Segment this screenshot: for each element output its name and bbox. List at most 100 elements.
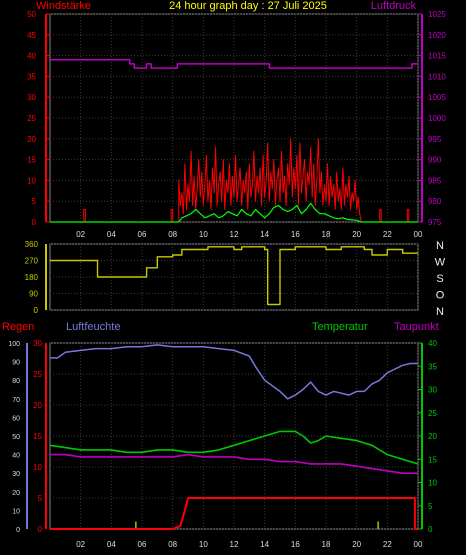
climate-x-tick-label: 02 [76, 540, 85, 549]
wind-y-tick-label: 35 [27, 72, 36, 81]
rain-y-tick-label: 10 [33, 463, 42, 472]
humidity-y-tick-label: 100 [8, 341, 20, 348]
wind-x-tick-label: 06 [138, 230, 147, 239]
wind-x-tick-label: 02 [76, 230, 85, 239]
pressure-y-tick-label: 990 [428, 156, 442, 165]
climate-x-tick-label: 04 [107, 540, 116, 549]
climate-x-tick-label: 00 [414, 540, 423, 549]
rain-y-tick-label: 20 [33, 401, 42, 410]
wind-y-tick-label: 15 [27, 156, 36, 165]
wind-y-tick-label: 25 [27, 114, 36, 123]
humidity-y-tick-label: 30 [12, 471, 20, 478]
regen-label: Regen [2, 321, 34, 333]
wind-y-tick-label: 40 [27, 52, 36, 61]
direction-compass-label: N [436, 240, 444, 252]
climate-x-tick-label: 10 [199, 540, 208, 549]
temp-y-tick-label: 35 [428, 362, 437, 371]
luftdruck-label: Luftdruck [371, 0, 417, 12]
climate-x-tick-label: 20 [352, 540, 361, 549]
pressure-y-tick-label: 1020 [428, 31, 446, 40]
wind-x-tick-label: 22 [383, 230, 392, 239]
rain-y-tick-label: 25 [33, 370, 42, 379]
direction-y-tick-label: 180 [25, 273, 39, 282]
wind-x-tick-label: 10 [199, 230, 208, 239]
pressure-y-tick-label: 985 [428, 176, 442, 185]
climate-x-tick-label: 16 [291, 540, 300, 549]
taupunkt-label: Taupunkt [394, 321, 439, 333]
direction-compass-label: O [436, 290, 445, 302]
wind-y-tick-label: 10 [27, 176, 36, 185]
chart-title: 24 hour graph day : 27 Juli 2025 [169, 0, 327, 12]
temperature-line [49, 430, 419, 465]
wind-y-tick-label: 5 [32, 197, 37, 206]
wind-x-tick-label: 04 [107, 230, 116, 239]
rain-y-tick-label: 30 [33, 339, 42, 348]
direction-y-tick-label: 360 [25, 240, 39, 249]
humidity-y-tick-label: 10 [12, 508, 20, 515]
humidity-y-tick-label: 90 [12, 360, 20, 367]
pressure-y-tick-label: 1015 [428, 52, 446, 61]
temp-y-tick-label: 40 [428, 339, 437, 348]
temperatur-label: Temperatur [312, 321, 368, 333]
wind-y-tick-label: 50 [27, 10, 36, 19]
direction-compass-label: S [436, 273, 443, 285]
dewpoint-line [50, 453, 418, 475]
humidity-y-tick-label: 80 [12, 378, 20, 385]
wind-speed-line [50, 138, 418, 223]
pressure-line [50, 59, 418, 69]
temp-y-tick-label: 5 [428, 502, 433, 511]
wind-x-tick-label: 00 [414, 230, 423, 239]
humidity-y-tick-label: 60 [12, 415, 20, 422]
humidity-y-tick-label: 70 [12, 397, 20, 404]
rain-y-tick-label: 5 [38, 494, 43, 503]
wind-x-tick-label: 20 [352, 230, 361, 239]
pressure-y-tick-label: 1005 [428, 93, 446, 102]
rain-y-tick-label: 0 [38, 525, 43, 534]
wind-gust-line [50, 202, 418, 223]
climate-x-tick-label: 14 [260, 540, 269, 549]
wind-y-tick-label: 20 [27, 135, 36, 144]
wind-x-tick-label: 16 [291, 230, 300, 239]
rain-line [50, 497, 418, 530]
pressure-y-tick-label: 1025 [428, 10, 446, 19]
direction-y-tick-label: 90 [29, 290, 38, 299]
climate-x-tick-label: 12 [230, 540, 239, 549]
wind-direction-line [50, 246, 418, 306]
climate-x-tick-label: 18 [322, 540, 331, 549]
pressure-y-tick-label: 1000 [428, 114, 446, 123]
humidity-line [50, 344, 418, 400]
wind-x-tick-label: 08 [168, 230, 177, 239]
climate-x-tick-label: 06 [138, 540, 147, 549]
humidity-y-tick-label: 50 [12, 434, 20, 441]
humidity-y-tick-label: 20 [12, 490, 20, 497]
wind-y-tick-label: 45 [27, 31, 36, 40]
temp-y-tick-label: 30 [428, 386, 437, 395]
direction-compass-label: N [436, 306, 444, 318]
wind-x-tick-label: 18 [322, 230, 331, 239]
temp-y-tick-label: 15 [428, 455, 437, 464]
humidity-y-tick-label: 40 [12, 453, 20, 460]
pressure-y-tick-label: 1010 [428, 72, 446, 81]
pressure-y-tick-label: 980 [428, 197, 442, 206]
humidity-y-tick-label: 0 [16, 527, 20, 534]
temp-y-tick-label: 10 [428, 479, 437, 488]
pressure-y-tick-label: 995 [428, 135, 442, 144]
climate-x-tick-label: 22 [383, 540, 392, 549]
direction-compass-label: W [435, 257, 446, 269]
rain-y-tick-label: 15 [33, 432, 42, 441]
temp-y-tick-label: 25 [428, 409, 437, 418]
chart-layer: 0510152025303540455097598098599099510001… [8, 10, 446, 549]
temp-y-tick-label: 0 [428, 525, 433, 534]
direction-y-tick-label: 270 [25, 257, 39, 266]
luftfeuchte-label: Luftfeuchte [66, 321, 120, 333]
temp-y-tick-label: 20 [428, 432, 437, 441]
wind-y-tick-label: 0 [32, 218, 37, 227]
wind-x-tick-label: 14 [260, 230, 269, 239]
wind-y-tick-label: 30 [27, 93, 36, 102]
windstaerke-label: Windstärke [36, 0, 91, 12]
direction-y-tick-label: 0 [34, 306, 39, 315]
wind-x-tick-label: 12 [230, 230, 239, 239]
climate-x-tick-label: 08 [168, 540, 177, 549]
